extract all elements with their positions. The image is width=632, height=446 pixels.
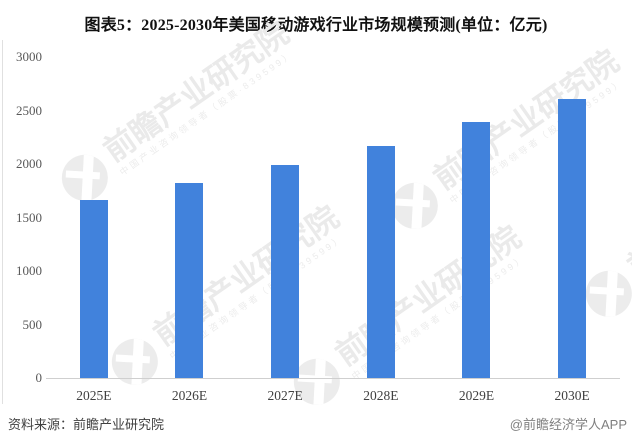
x-tick-label: 2027E xyxy=(267,388,303,403)
y-tick-label: 0 xyxy=(35,370,43,385)
y-tick-label: 500 xyxy=(22,316,43,332)
left-border-line xyxy=(2,40,3,404)
x-tick-label: 2029E xyxy=(458,388,495,403)
bar-2030E xyxy=(558,98,587,378)
bar-2027E xyxy=(271,165,300,378)
x-tick-label: 2030E xyxy=(554,388,590,403)
bar-slot: 2028E xyxy=(333,57,429,403)
x-tick-label: 2025E xyxy=(76,388,112,403)
bar-slot: 2025E xyxy=(46,57,142,403)
y-axis: 0 500 1000 1500 2000 2500 3000 xyxy=(0,49,43,385)
y-tick-label: 2500 xyxy=(16,102,42,118)
y-tick-label: 3000 xyxy=(16,49,42,64)
x-tick-label: 2028E xyxy=(363,388,399,403)
bar-slot: 2030E xyxy=(524,57,620,403)
bar-2025E xyxy=(79,200,108,378)
bar-2028E xyxy=(366,145,395,378)
bar-slot: 2027E xyxy=(237,57,333,403)
chart-title: 图表5：2025-2030年美国移动游戏行业市场规模预测(单位：亿元) xyxy=(84,17,548,34)
bar-slot: 2029E xyxy=(429,57,525,403)
credit-text: @前瞻经济学人APP xyxy=(509,417,627,432)
bar-2026E xyxy=(175,183,204,378)
bar-2029E xyxy=(462,122,491,378)
x-tick-label: 2026E xyxy=(171,388,208,403)
watermark-brand: 前瞻产业研究院 xyxy=(621,131,632,285)
bar-slot: 2026E xyxy=(142,57,238,403)
plot-area: 2025E 2026E 2027E 2028E 2029E 2030E xyxy=(46,57,620,403)
source-text: 资料来源：前瞻产业研究院 xyxy=(8,417,165,432)
y-tick-label: 1500 xyxy=(16,209,42,225)
y-tick-label: 1000 xyxy=(16,263,42,278)
y-tick-label: 2000 xyxy=(16,156,42,171)
watermark-texts: 前瞻产业研究院 中国产业咨询领导者（股票·839599） xyxy=(621,131,632,294)
